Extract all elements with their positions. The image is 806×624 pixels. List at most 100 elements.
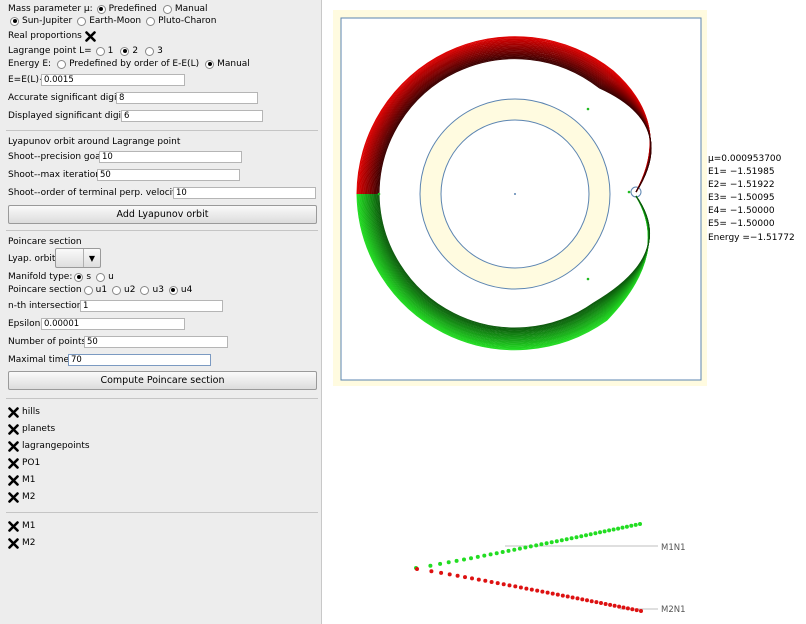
mass-predefined-label: Predefined — [108, 4, 157, 14]
section-point-red — [415, 567, 419, 571]
layer-checkbox[interactable] — [8, 491, 19, 503]
energy-predefined-label: Predefined by order of E-E(L) — [69, 59, 200, 69]
layer-checkbox[interactable] — [8, 406, 19, 418]
section-point-red — [507, 583, 512, 588]
section-point-green — [584, 533, 588, 538]
chevron-down-icon: ▼ — [83, 249, 100, 267]
section-point-red — [594, 600, 599, 605]
earth-moon-label: Earth-Moon — [89, 16, 142, 26]
layer-checkbox[interactable] — [8, 423, 19, 435]
manifold-u-radio[interactable] — [96, 272, 106, 282]
section-point-green — [633, 522, 638, 527]
section-point-green — [593, 531, 598, 536]
shoot-order-input[interactable]: 10 — [173, 187, 316, 199]
layer-checkbox[interactable] — [8, 474, 19, 486]
epsilon-input[interactable]: 0.00001 — [41, 318, 185, 330]
mass-row: Mass parameter μ: Predefined Manual — [8, 2, 208, 16]
mass-predefined-radio[interactable] — [96, 4, 106, 14]
manifold-label: Manifold type: — [8, 272, 73, 282]
energy-manual-label: Manual — [217, 59, 250, 69]
section-point-green — [588, 532, 593, 537]
section-point-red — [476, 577, 481, 582]
mass-preset-row: Sun-Jupiter Earth-Moon Pluto-Charon — [8, 14, 216, 28]
manifold-s-label: s — [86, 272, 92, 282]
section-point-green — [611, 527, 616, 532]
layer-checkbox[interactable] — [8, 537, 19, 549]
manifold-s-radio[interactable] — [74, 272, 84, 282]
section-point-green — [559, 538, 564, 543]
section-u1-radio[interactable] — [83, 285, 93, 295]
section-point-green — [620, 525, 625, 530]
section-point-red — [447, 572, 452, 577]
section-point-green — [454, 558, 459, 563]
shoot-order-row: Shoot--order of terminal perp. velocity: — [8, 186, 183, 200]
sun-jupiter-radio[interactable] — [10, 16, 19, 26]
lagrange-point — [586, 277, 590, 281]
section-u3-label: u3 — [152, 285, 164, 295]
section-point-green — [607, 528, 612, 533]
pluto-charon-radio[interactable] — [146, 16, 156, 26]
lagrange-1-radio[interactable] — [95, 46, 105, 56]
shoot-goal-row: Shoot--precision goal — [8, 150, 103, 164]
section-point-red — [599, 601, 603, 605]
real-proportions-checkbox[interactable] — [85, 30, 96, 42]
poincare-title: Poincare section — [8, 235, 82, 249]
nth-label: n-th intersection: — [8, 301, 86, 311]
section-point-green — [500, 550, 505, 554]
section-point-green — [469, 556, 473, 561]
section-point-red — [455, 573, 460, 578]
section-point-red — [463, 575, 467, 580]
lagrange-point — [586, 107, 590, 111]
lyap-orbit-select[interactable]: ▼ — [55, 248, 101, 268]
section-point-green — [544, 541, 549, 546]
npoints-input[interactable]: 50 — [84, 336, 228, 348]
mass-manual-radio[interactable] — [162, 4, 172, 14]
section-point-red — [621, 605, 626, 610]
layer-checkbox[interactable] — [8, 520, 19, 532]
layer-label: PO1 — [22, 458, 41, 468]
section-point-red — [639, 609, 643, 613]
shoot-max-input[interactable]: 50 — [97, 169, 240, 181]
maxtime-input[interactable]: 70 — [68, 354, 211, 366]
energy-manual-radio[interactable] — [205, 59, 215, 69]
real-proportions-row: Real proportions — [8, 29, 99, 43]
layer-row: M1 — [8, 473, 36, 487]
earth-moon-radio[interactable] — [77, 16, 87, 26]
section-u4-radio[interactable] — [168, 285, 178, 295]
layer-label: M2 — [22, 538, 36, 548]
section-point-green — [602, 529, 607, 534]
acc-digits-input[interactable]: 8 — [116, 92, 258, 104]
lagrange-2-radio[interactable] — [120, 46, 130, 56]
add-lyapunov-orbit-button[interactable]: Add Lyapunov orbit — [8, 205, 317, 224]
curve-label-bottom: M2N1 — [661, 605, 686, 615]
shoot-goal-label: Shoot--precision goal — [8, 152, 104, 162]
compute-poincare-button[interactable]: Compute Poincare section — [8, 371, 317, 390]
section-point-red — [529, 587, 534, 592]
info-energy: Energy =−1.51772 — [708, 233, 795, 243]
section-point-red — [580, 597, 585, 602]
layer-label: M1 — [22, 521, 36, 531]
psection-label: Poincare section — [8, 285, 82, 295]
section-point-red — [612, 603, 617, 608]
energy-predefined-radio[interactable] — [57, 59, 67, 69]
section-point-red — [489, 580, 494, 584]
section-point-red — [625, 606, 630, 611]
disp-digits-label: Displayed significant digits: — [8, 111, 133, 121]
e-offset-input[interactable]: 0.0015 — [41, 74, 185, 86]
section-u1-label: u1 — [95, 285, 108, 295]
disp-digits-input[interactable]: 6 — [121, 110, 263, 122]
e-field-label: E=E(L)+ — [8, 75, 47, 85]
section-u4-label: u4 — [180, 285, 193, 295]
unstable-manifold-curve — [378, 58, 652, 195]
lagrange-3-radio[interactable] — [145, 46, 155, 56]
section-u3-radio[interactable] — [140, 285, 150, 295]
layer-checkbox[interactable] — [8, 457, 19, 469]
layer-checkbox[interactable] — [8, 440, 19, 452]
section-u2-radio[interactable] — [112, 285, 122, 295]
shoot-goal-input[interactable]: 10 — [99, 151, 242, 163]
section-point-red — [630, 607, 635, 612]
nth-input[interactable]: 1 — [80, 300, 223, 312]
section-point-green — [549, 540, 554, 545]
section-point-green — [494, 551, 499, 556]
section-point-green — [629, 523, 634, 528]
